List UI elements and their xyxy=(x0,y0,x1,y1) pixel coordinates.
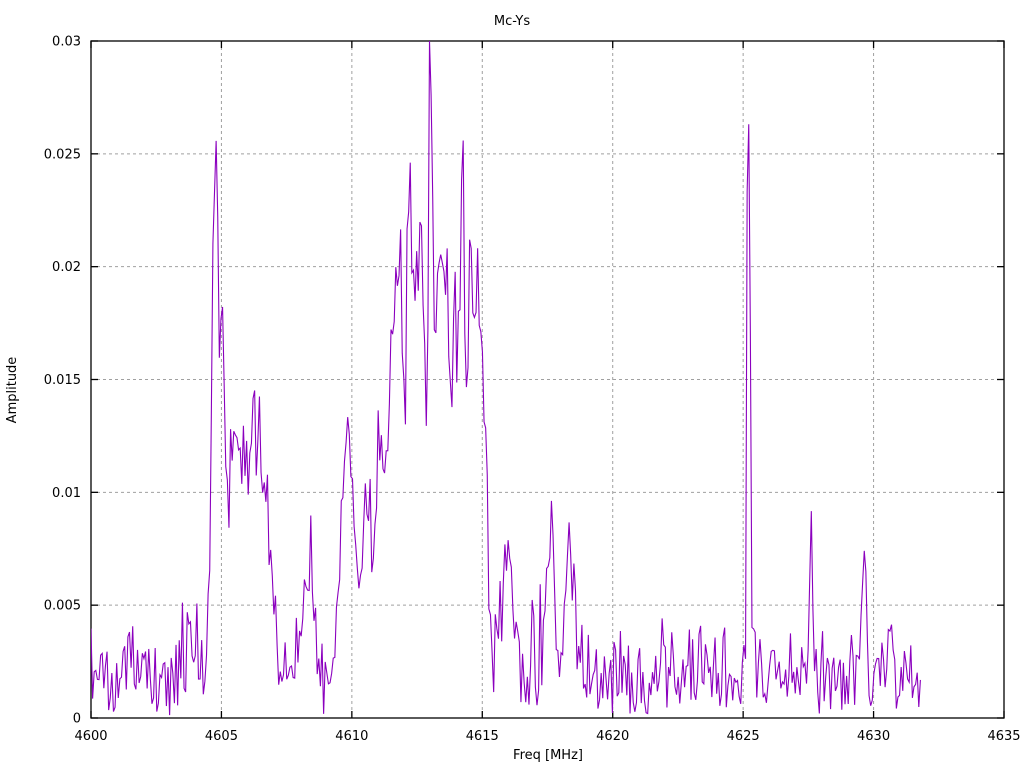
data-series xyxy=(91,41,921,716)
axis-tick-labels: 4600 4605 4610 4615 4620 4625 4630 4635 0 0.005 0.… xyxy=(44,35,1021,745)
x-tick-label: 4610 xyxy=(335,729,368,744)
y-tick-label: 0.005 xyxy=(44,599,81,614)
x-tick-label: 4605 xyxy=(205,729,238,744)
x-tick-label: 4625 xyxy=(727,729,760,744)
y-tick-label: 0 xyxy=(73,712,81,727)
x-tick-label: 4620 xyxy=(596,729,629,744)
x-axis-label: Freq [MHz] xyxy=(513,748,583,763)
y-axis-label: Amplitude xyxy=(5,357,20,424)
y-tick-label: 0.02 xyxy=(52,260,81,275)
y-tick-label: 0.03 xyxy=(52,35,81,50)
y-tick-label: 0.025 xyxy=(44,147,81,162)
gridlines xyxy=(91,41,1004,718)
y-tick-label: 0.01 xyxy=(52,486,81,501)
chart-title: Mc-Ys xyxy=(494,14,530,29)
y-tick-label: 0.015 xyxy=(44,373,81,388)
spectrum-trace xyxy=(91,41,921,716)
x-tick-label: 4630 xyxy=(857,729,890,744)
axis-frame xyxy=(90,40,1005,719)
x-tick-label: 4600 xyxy=(74,729,107,744)
x-tick-label: 4635 xyxy=(987,729,1020,744)
x-tick-label: 4615 xyxy=(466,729,499,744)
